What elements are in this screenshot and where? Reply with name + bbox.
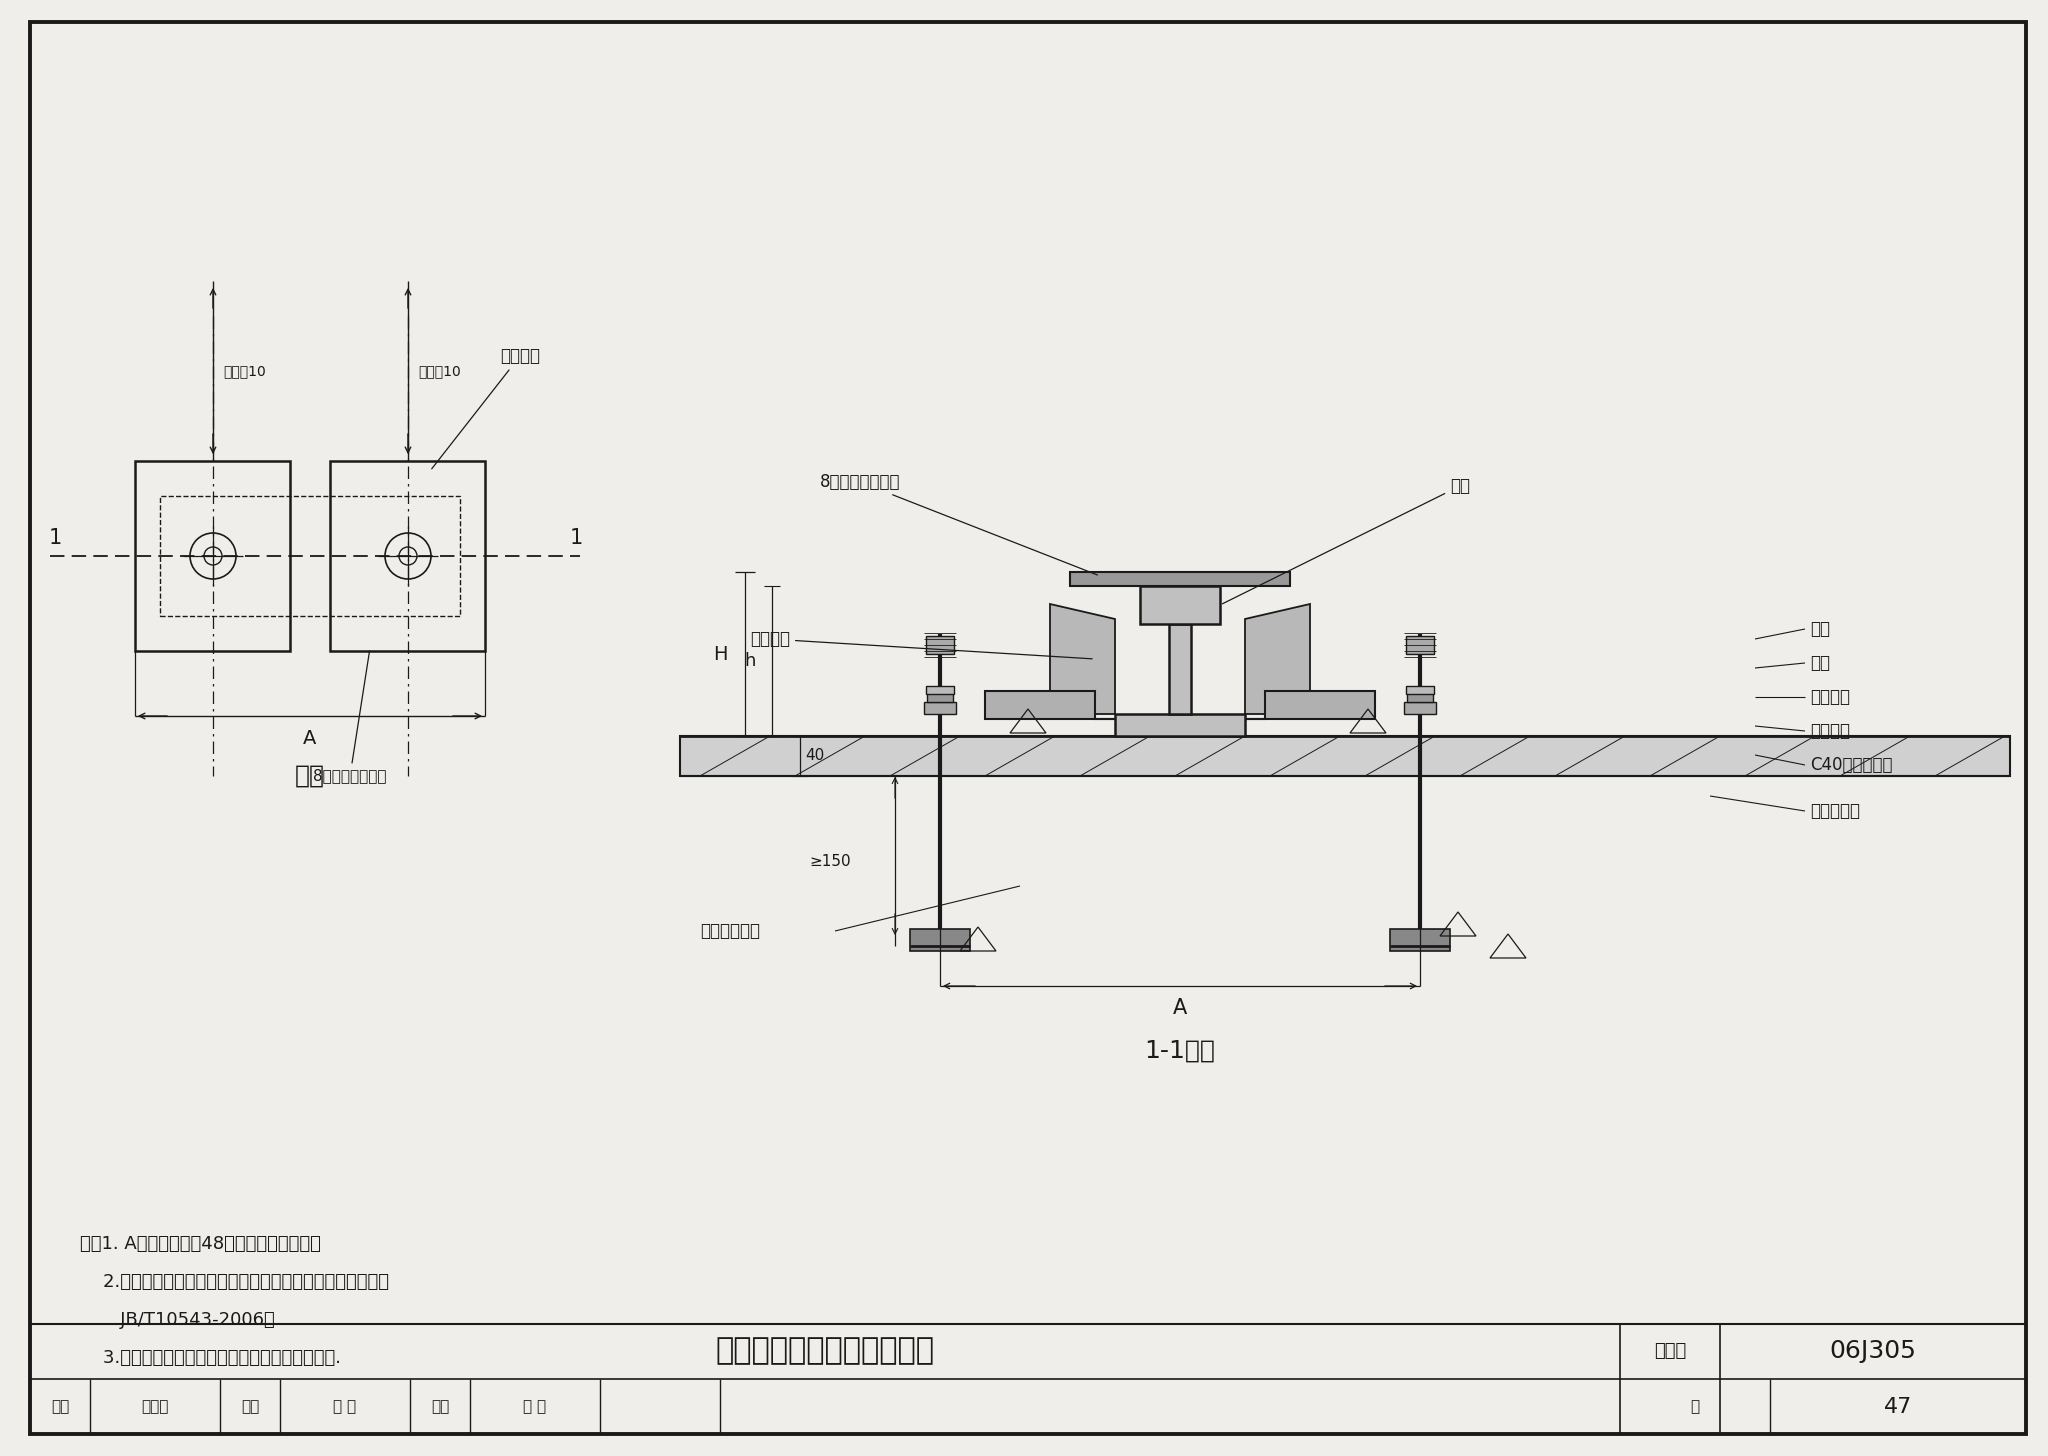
Bar — [135, 462, 291, 651]
Text: 8厚复合橡胶垫板: 8厚复合橡胶垫板 — [819, 473, 1098, 575]
Bar — [926, 686, 954, 695]
Bar — [926, 636, 954, 654]
Text: 乐嘉龙: 乐嘉龙 — [141, 1399, 168, 1414]
Bar — [909, 929, 971, 951]
Text: 平面: 平面 — [295, 764, 326, 788]
Bar — [1169, 625, 1192, 713]
Text: 螺栓: 螺栓 — [1810, 620, 1831, 638]
Text: A: A — [303, 728, 317, 747]
Text: 06J305: 06J305 — [1829, 1340, 1917, 1363]
Text: 钢轨固定装置轨道压板详图: 钢轨固定装置轨道压板详图 — [715, 1337, 934, 1366]
Text: JB/T10543-2006。: JB/T10543-2006。 — [80, 1310, 274, 1329]
Text: 闫 伦: 闫 伦 — [334, 1399, 356, 1414]
Text: 轨道压板: 轨道压板 — [1810, 722, 1849, 740]
Text: 3.本图由长葛市通用机械有限公司提供技术资料.: 3.本图由长葛市通用机械有限公司提供技术资料. — [80, 1350, 342, 1367]
Bar — [1407, 636, 1434, 654]
Text: 图集号: 图集号 — [1655, 1342, 1686, 1360]
Text: H: H — [713, 645, 727, 664]
Text: 1: 1 — [569, 529, 582, 547]
Bar — [924, 702, 956, 713]
Polygon shape — [1245, 692, 1374, 719]
Bar — [160, 496, 461, 616]
Text: 注：1. A值见本图集第48页轨道压板选用表。: 注：1. A值见本图集第48页轨道压板选用表。 — [80, 1235, 322, 1254]
Text: 校对: 校对 — [242, 1399, 260, 1414]
Text: 1: 1 — [49, 529, 61, 547]
Bar — [1405, 702, 1436, 713]
Bar — [1141, 585, 1221, 625]
Text: 焊固定钢环: 焊固定钢环 — [1810, 802, 1860, 820]
Bar — [928, 692, 952, 702]
Text: 设计: 设计 — [430, 1399, 449, 1414]
Polygon shape — [985, 692, 1114, 719]
Text: ≥150: ≥150 — [809, 853, 850, 868]
Bar — [1407, 692, 1434, 702]
Text: 硫磺水泥灌注: 硫磺水泥灌注 — [700, 922, 760, 941]
Bar — [1391, 929, 1450, 951]
Text: 40: 40 — [805, 748, 823, 763]
Text: 2.钢轨固定做法应执行国家机械行业标准《钢轨固定装置》: 2.钢轨固定做法应执行国家机械行业标准《钢轨固定装置》 — [80, 1273, 389, 1291]
Text: 轨道压板: 轨道压板 — [432, 347, 541, 469]
Bar — [680, 735, 2009, 776]
Text: C40混凝土垫层: C40混凝土垫层 — [1810, 756, 1892, 775]
Text: h: h — [743, 652, 756, 670]
Text: 弹簧垫圈: 弹簧垫圈 — [1810, 689, 1849, 706]
Text: 钢轨: 钢轨 — [1223, 478, 1470, 604]
Bar — [1407, 686, 1434, 695]
Bar — [330, 462, 485, 651]
Text: 调整量10: 调整量10 — [418, 364, 461, 379]
Bar — [1114, 713, 1245, 735]
Text: A: A — [1174, 997, 1188, 1018]
Text: 螺母: 螺母 — [1810, 654, 1831, 673]
Text: 调整量10: 调整量10 — [223, 364, 266, 379]
Polygon shape — [1051, 604, 1114, 713]
Text: 审核: 审核 — [51, 1399, 70, 1414]
Text: 1-1剖面: 1-1剖面 — [1145, 1040, 1214, 1063]
Text: 马 青: 马 青 — [524, 1399, 547, 1414]
Bar — [1069, 572, 1290, 585]
Text: 页: 页 — [1690, 1399, 1700, 1414]
Text: 8厚复合橡胶垫板: 8厚复合橡胶垫板 — [313, 651, 387, 783]
Polygon shape — [1245, 604, 1311, 713]
Text: 47: 47 — [1884, 1396, 1913, 1417]
Text: 楔形垫板: 楔形垫板 — [750, 630, 1092, 658]
